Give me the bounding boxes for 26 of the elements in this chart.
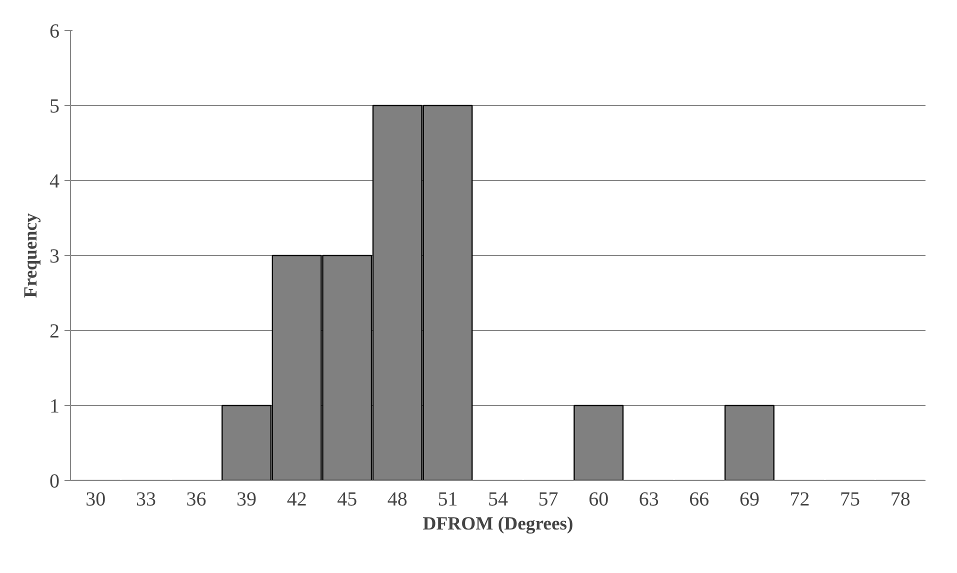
x-tick-label: 51 (438, 488, 458, 510)
x-tick-label: 66 (689, 488, 710, 510)
x-tick-label: 48 (387, 488, 408, 510)
x-tick-label: 36 (186, 488, 206, 510)
x-tick-label: 78 (890, 488, 910, 510)
y-tick-label: 1 (50, 396, 60, 418)
x-tick-label: 69 (739, 488, 760, 510)
y-tick-label: 0 (50, 470, 60, 492)
x-tick-label: 42 (286, 488, 307, 510)
x-tick-label: 39 (236, 488, 257, 510)
x-tick-label: 75 (840, 488, 860, 510)
y-tick-label: 2 (50, 320, 60, 342)
x-tick-label: 54 (488, 488, 508, 510)
y-tick-label: 6 (50, 20, 60, 42)
x-tick-label: 45 (337, 488, 358, 510)
x-tick-label: 30 (86, 488, 106, 510)
x-tick-label: 57 (538, 488, 558, 510)
x-tick-label: 33 (136, 488, 156, 510)
x-tick-label: 72 (790, 488, 810, 510)
x-tick-label: 60 (588, 488, 609, 510)
y-tick-label: 4 (50, 170, 60, 192)
x-tick-label: 63 (638, 488, 659, 510)
y-axis-title: Frequency (20, 212, 42, 298)
x-axis-title: DFROM (Degrees) (422, 514, 574, 534)
y-tick-label: 3 (50, 246, 60, 268)
y-tick-label: 5 (50, 96, 60, 118)
